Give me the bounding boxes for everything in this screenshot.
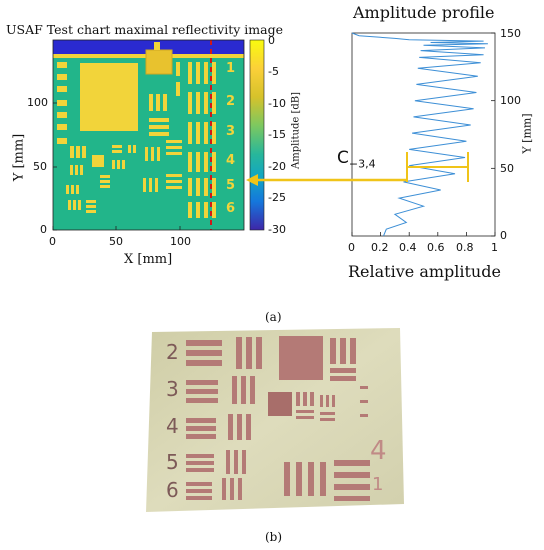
- heatmap-axis-ticks: [52, 102, 181, 231]
- caption-b: (b): [265, 530, 283, 544]
- photo-group-number: 5: [166, 450, 179, 474]
- photo-group-number: 2: [166, 340, 179, 364]
- profile-plot: [246, 32, 496, 237]
- profile-annotation-letter: C: [337, 148, 349, 168]
- profile-x-tick: 1: [491, 241, 498, 254]
- profile-y-tick: 150: [500, 27, 521, 40]
- heatmap-x-tick: 50: [109, 235, 123, 248]
- profile-x-tick: 0.4: [399, 241, 417, 254]
- photo-bars: [186, 336, 370, 501]
- profile-x-tick: 0.6: [427, 241, 445, 254]
- heatmap-y-tick: 0: [40, 223, 47, 236]
- heatmap-large-square: [80, 63, 138, 131]
- photo-group-number: 6: [166, 478, 179, 502]
- caption-a: (a): [265, 310, 282, 324]
- colorbar-tick: -25: [268, 191, 286, 204]
- profile-series-line: [351, 32, 488, 237]
- profile-axes-frame: [351, 32, 496, 237]
- photo-right-number: 4: [370, 436, 387, 466]
- heatmap-bars-right: [188, 62, 216, 218]
- profile-annotation: C−3,4: [337, 148, 376, 170]
- colorbar-tick: 0: [268, 34, 275, 47]
- colorbar-tick: -10: [268, 97, 286, 110]
- profile-title: Amplitude profile: [353, 3, 495, 22]
- colorbar-tick: -30: [268, 223, 286, 236]
- colorbar-tick: -20: [268, 160, 286, 173]
- profile-x-tick: 0.2: [371, 241, 389, 254]
- colorbar-tick: -15: [268, 128, 286, 141]
- heatmap-top-strip: [53, 40, 244, 56]
- colorbar-tick: -5: [268, 65, 279, 78]
- heatmap-axes-frame: [52, 39, 245, 231]
- heatmap-small-box-stub: [154, 42, 160, 50]
- profile-axis-ticks: [351, 32, 496, 237]
- profile-y-tick: 100: [500, 94, 521, 107]
- heatmap-bars-left: [57, 62, 136, 213]
- connector-arrowhead-icon: [246, 174, 258, 186]
- heatmap-x-tick: 0: [49, 235, 56, 248]
- heatmap-group-number: 3: [226, 124, 236, 139]
- profile-y-tick: 0: [500, 229, 507, 242]
- heatmap-x-tick: 100: [170, 235, 191, 248]
- heatmap-x-label: X [mm]: [124, 252, 173, 267]
- photo-right-number: 1: [372, 474, 384, 495]
- heatmap-group-number: 4: [226, 153, 236, 168]
- profile-x-tick: 0: [348, 241, 355, 254]
- heatmap-y-tick: 100: [27, 96, 48, 109]
- photo-group-number: 4: [166, 414, 179, 438]
- heatmap-bars-middle: [143, 62, 182, 192]
- photo-group-number: 3: [166, 377, 179, 401]
- heatmap-y-tick: 50: [33, 160, 47, 173]
- heatmap-group-number: 5: [226, 178, 236, 193]
- profile-x-tick: 0.8: [456, 241, 474, 254]
- profile-annotation-sub: −3,4: [348, 157, 376, 171]
- profile-x-label: Relative amplitude: [348, 262, 501, 281]
- heatmap-group-number: 2: [226, 94, 236, 109]
- heatmap-group-number: 1: [226, 61, 236, 76]
- profile-y-tick: 50: [500, 162, 514, 175]
- heatmap-group-number: 6: [226, 201, 236, 216]
- heatmap-title: USAF Test chart maximal reflectivity ima…: [6, 22, 284, 37]
